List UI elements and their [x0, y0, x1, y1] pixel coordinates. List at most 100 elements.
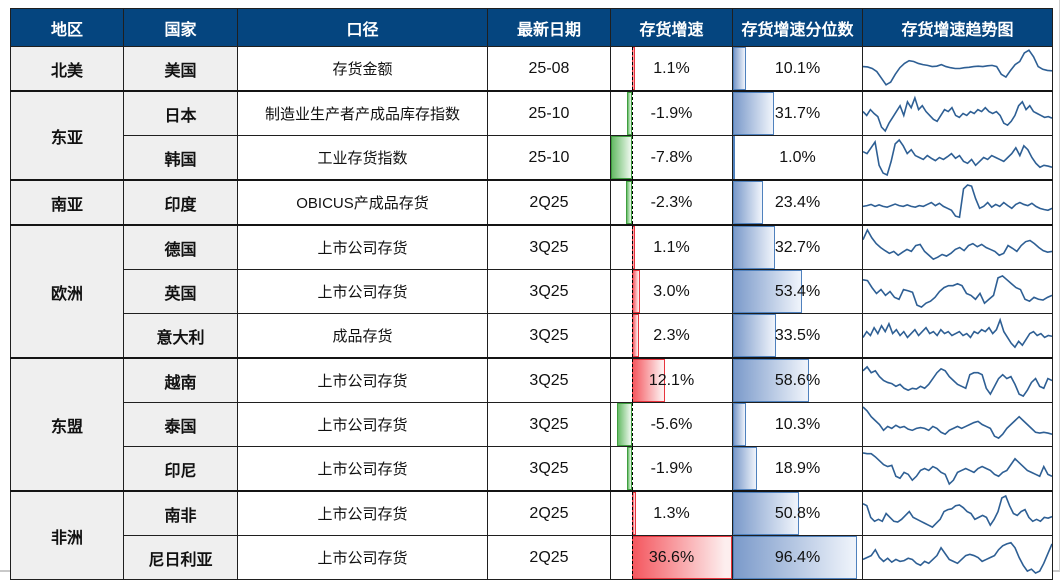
- trend-cell: [862, 224, 1053, 270]
- date-cell: 25-10: [487, 135, 611, 181]
- column-header-country: 国家: [123, 8, 238, 47]
- percentile-cell: 23.4%: [732, 179, 863, 226]
- percentile-value: 18.9%: [774, 459, 821, 477]
- zero-axis-line: [632, 359, 634, 402]
- zero-axis-line: [632, 92, 634, 135]
- trend-sparkline: [863, 181, 1052, 224]
- region-cell: 非洲: [10, 490, 124, 580]
- trend-sparkline: [863, 226, 1052, 269]
- zero-axis-line: [632, 447, 634, 490]
- inventory-table: 地区 国家 口径 最新日期 存货增速 存货增速分位数 存货增速趋势图 北美 美国…: [10, 8, 1053, 580]
- trend-sparkline: [863, 536, 1052, 579]
- country-cell: 英国: [123, 269, 238, 314]
- date-cell: 3Q25: [487, 269, 611, 314]
- trend-sparkline: [863, 136, 1052, 179]
- zero-axis-line: [632, 492, 634, 535]
- growth-cell: -2.3%: [610, 179, 733, 226]
- column-header-percentile: 存货增速分位数: [732, 8, 863, 47]
- metric-cell: 工业存货指数: [237, 135, 488, 181]
- percentile-cell: 96.4%: [732, 535, 863, 580]
- growth-value: 1.3%: [653, 504, 690, 522]
- date-cell: 3Q25: [487, 446, 611, 492]
- country-cell: 印尼: [123, 446, 238, 492]
- percentile-value: 10.1%: [774, 59, 821, 77]
- table-row: 南亚 印度 OBICUS产成品存货 2Q25 -2.3% 23.4%: [10, 179, 1053, 226]
- growth-bar: [625, 182, 633, 224]
- growth-cell: -1.9%: [610, 90, 733, 136]
- country-cell: 越南: [123, 357, 238, 403]
- percentile-bar: [733, 136, 735, 179]
- percentile-value: 1.0%: [779, 148, 816, 166]
- percentile-value: 53.4%: [774, 282, 821, 300]
- trend-cell: [862, 446, 1053, 492]
- percentile-value: 32.7%: [774, 238, 821, 256]
- trend-sparkline: [863, 270, 1052, 313]
- metric-cell: 制造业生产者产成品库存指数: [237, 90, 488, 136]
- date-cell: 2Q25: [487, 535, 611, 580]
- trend-cell: [862, 90, 1053, 136]
- percentile-value: 33.5%: [774, 326, 821, 344]
- growth-cell: -7.8%: [610, 135, 733, 181]
- region-cell: 东亚: [10, 90, 124, 181]
- metric-cell: 上市公司存货: [237, 446, 488, 492]
- percentile-bar: [733, 359, 809, 402]
- zero-axis-line: [632, 536, 634, 579]
- column-header-metric: 口径: [237, 8, 488, 47]
- trend-cell: [862, 46, 1053, 92]
- growth-bar: [611, 136, 633, 179]
- date-cell: 2Q25: [487, 490, 611, 536]
- zero-axis-line: [632, 270, 634, 313]
- zero-axis-line: [632, 226, 634, 269]
- trend-cell: [862, 357, 1053, 403]
- table-row: 意大利 成品存货 3Q25 2.3% 33.5%: [11, 313, 1053, 359]
- trend-cell: [862, 313, 1053, 359]
- header-row: 地区 国家 口径 最新日期 存货增速 存货增速分位数 存货增速趋势图: [10, 8, 1053, 47]
- region-cell: 欧洲: [10, 224, 124, 359]
- metric-cell: 上市公司存货: [237, 269, 488, 314]
- growth-cell: 2.3%: [610, 313, 733, 359]
- table-body: 北美 美国 存货金额 25-08 1.1% 10.1% 东亚 日本 制造业生产者…: [10, 46, 1053, 580]
- date-cell: 2Q25: [487, 179, 611, 226]
- percentile-value: 31.7%: [774, 104, 821, 122]
- percentile-bar: [733, 47, 747, 90]
- growth-cell: 1.3%: [610, 490, 733, 536]
- country-cell: 韩国: [123, 135, 238, 181]
- table-row: 尼日利亚 上市公司存货 2Q25 36.6% 96.4%: [11, 535, 1053, 580]
- metric-cell: 成品存货: [237, 313, 488, 359]
- zero-axis-line: [632, 47, 634, 90]
- metric-cell: 存货金额: [237, 46, 488, 92]
- date-cell: 3Q25: [487, 402, 611, 447]
- growth-value: -5.6%: [650, 415, 693, 433]
- metric-cell: 上市公司存货: [237, 490, 488, 536]
- country-cell: 南非: [123, 490, 238, 536]
- column-header-trend: 存货增速趋势图: [862, 8, 1053, 47]
- percentile-bar: [733, 447, 758, 490]
- growth-cell: -5.6%: [610, 402, 733, 447]
- table-row: 非洲 南非 上市公司存货 2Q25 1.3% 50.8%: [10, 490, 1053, 580]
- date-cell: 3Q25: [487, 357, 611, 403]
- trend-sparkline: [863, 403, 1052, 446]
- column-header-region: 地区: [10, 8, 124, 47]
- growth-cell: 3.0%: [610, 269, 733, 314]
- percentile-bar: [733, 492, 799, 535]
- percentile-bar: [733, 314, 777, 357]
- date-cell: 25-08: [487, 46, 611, 92]
- growth-value: -1.9%: [650, 104, 693, 122]
- percentile-bar: [733, 270, 802, 313]
- percentile-bar: [733, 226, 776, 269]
- growth-value: 1.1%: [653, 59, 690, 77]
- metric-cell: 上市公司存货: [237, 402, 488, 447]
- percentile-cell: 50.8%: [732, 490, 863, 536]
- zero-axis-line: [632, 403, 634, 446]
- growth-value: -7.8%: [650, 148, 693, 166]
- table-row: 韩国 工业存货指数 25-10 -7.8% 1.0%: [11, 135, 1053, 181]
- region-cell: 南亚: [10, 179, 124, 226]
- trend-sparkline: [863, 359, 1052, 402]
- date-cell: 3Q25: [487, 224, 611, 270]
- column-header-growth: 存货增速: [610, 8, 733, 47]
- country-cell: 泰国: [123, 402, 238, 447]
- percentile-cell: 53.4%: [732, 269, 863, 314]
- percentile-value: 58.6%: [774, 371, 821, 389]
- growth-value: 12.1%: [648, 371, 695, 389]
- column-header-date: 最新日期: [487, 8, 611, 47]
